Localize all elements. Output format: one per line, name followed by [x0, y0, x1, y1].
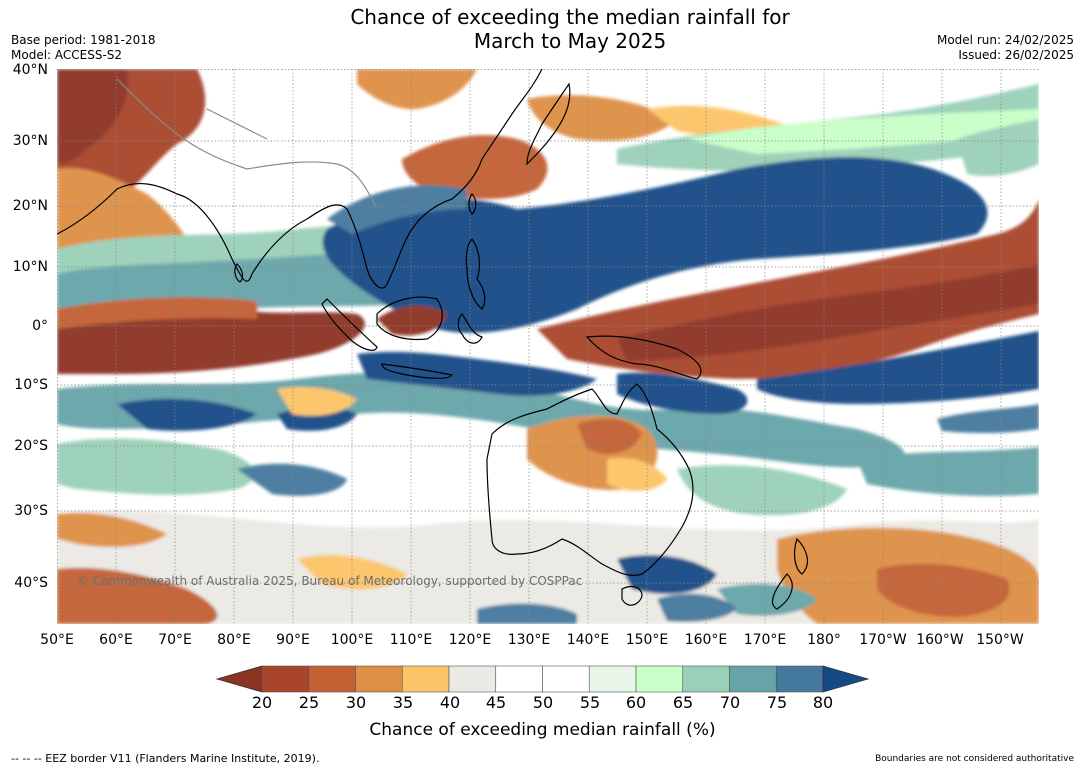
colorbar-tick-30: 30 — [345, 693, 367, 712]
lat-label-20s: 20°S — [14, 438, 48, 454]
colorbar-tick-60: 60 — [625, 693, 647, 712]
colorbar-cell — [635, 665, 684, 693]
issued-text: Issued: 26/02/2025 — [958, 48, 1074, 62]
colorbar-cell — [682, 665, 730, 693]
lon-label-90e: 90°E — [276, 632, 310, 648]
lon-label-160e: 160°E — [684, 632, 728, 648]
meta-info-left: Base period: 1981-2018 Model: ACCESS-S2 — [11, 33, 156, 63]
colorbar-cell — [448, 665, 497, 693]
lon-label-160w: 160°W — [916, 632, 964, 648]
base-period-text: Base period: 1981-2018 — [11, 33, 156, 47]
colorbar-tick-70: 70 — [719, 693, 741, 712]
model-text: Model: ACCESS-S2 — [11, 48, 123, 62]
boundaries-disclaimer: Boundaries are not considered authoritat… — [875, 754, 1074, 764]
lon-label-70e: 70°E — [158, 632, 192, 648]
model-run-text: Model run: 24/02/2025 — [936, 33, 1074, 47]
colorbar-cell — [261, 665, 310, 693]
eez-border-note: -- -- -- EEZ border V11 (Flanders Marine… — [11, 752, 320, 765]
rainfall-map-graphic — [57, 69, 1039, 624]
colorbar-cell — [542, 665, 590, 693]
map-title: Chance of exceeding the median rainfall … — [270, 5, 870, 53]
lat-label-10s: 10°S — [14, 377, 48, 393]
lat-label-10n: 10°N — [12, 259, 48, 275]
lat-label-30s: 30°S — [14, 503, 48, 519]
lon-label-130e: 130°E — [507, 632, 551, 648]
colorbar-tick-75: 75 — [766, 693, 788, 712]
lon-label-50e: 50°E — [40, 632, 74, 648]
lon-label-140e: 140°E — [566, 632, 610, 648]
lon-label-60e: 60°E — [99, 632, 133, 648]
colorbar-tick-50: 50 — [532, 693, 554, 712]
colorbar-tick-40: 40 — [439, 693, 461, 712]
colorbar-cell — [775, 665, 824, 693]
colorbar — [215, 665, 870, 693]
lat-label-40n: 40°N — [12, 62, 48, 78]
colorbar-cell — [588, 665, 637, 693]
rainfall-map — [57, 69, 1039, 624]
lon-label-80e: 80°E — [217, 632, 251, 648]
lon-label-150e: 150°E — [625, 632, 669, 648]
colorbar-tick-55: 55 — [579, 693, 601, 712]
colorbar-tick-80: 80 — [812, 693, 834, 712]
colorbar-tick-35: 35 — [392, 693, 414, 712]
lon-label-110e: 110°E — [389, 632, 433, 648]
colorbar-extend-low — [215, 665, 263, 693]
meta-info-right: Model run: 24/02/2025 Issued: 26/02/2025 — [937, 33, 1074, 63]
colorbar-title: Chance of exceeding median rainfall (%) — [369, 720, 716, 740]
lat-label-30n: 30°N — [12, 133, 48, 149]
colorbar-tick-45: 45 — [485, 693, 507, 712]
colorbar-cell — [495, 665, 543, 693]
lon-label-170e: 170°E — [743, 632, 787, 648]
colorbar-tick-20: 20 — [251, 693, 273, 712]
lon-label-150w: 150°W — [976, 632, 1024, 648]
copyright-text: © Commonwealth of Australia 2025, Bureau… — [77, 574, 583, 588]
colorbar-cell — [308, 665, 356, 693]
lon-label-180: 180° — [807, 632, 841, 648]
lat-label-40s: 40°S — [14, 575, 48, 591]
colorbar-cell — [355, 665, 403, 693]
lat-label-20n: 20°N — [12, 198, 48, 214]
colorbar-extend-high — [822, 665, 870, 693]
colorbar-tick-25: 25 — [298, 693, 320, 712]
lon-label-170w: 170°W — [859, 632, 907, 648]
colorbar-tick-65: 65 — [672, 693, 694, 712]
title-line-1: Chance of exceeding the median rainfall … — [350, 5, 790, 29]
lat-label-0: 0° — [32, 318, 48, 334]
lon-label-100e: 100°E — [330, 632, 374, 648]
colorbar-cell — [401, 665, 450, 693]
lon-label-120e: 120°E — [448, 632, 492, 648]
title-line-2: March to May 2025 — [473, 29, 667, 53]
colorbar-cell — [729, 665, 777, 693]
